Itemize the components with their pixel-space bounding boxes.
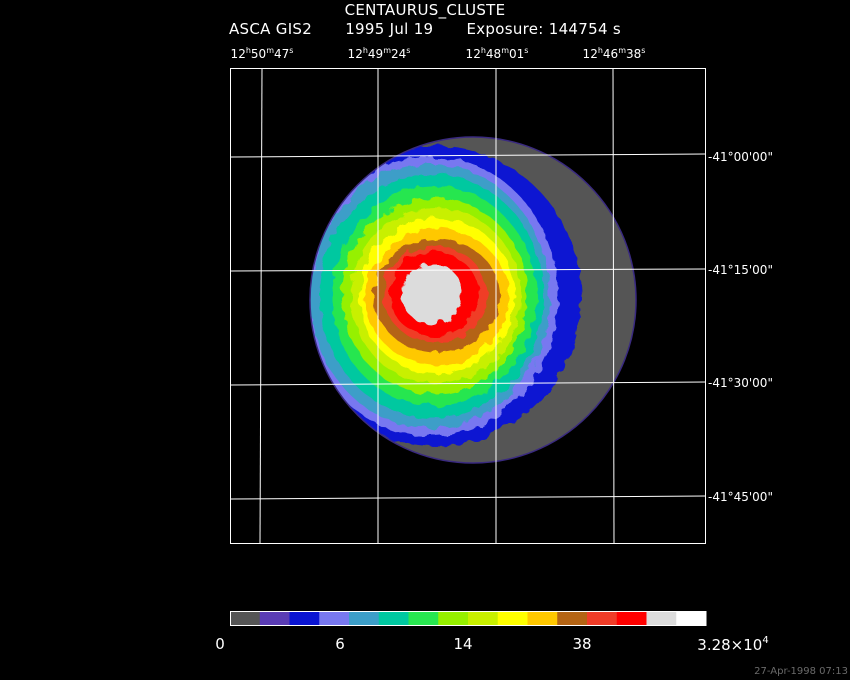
coordinate-grid — [230, 68, 706, 544]
ra-tick-label: 12h48m01s — [465, 46, 529, 61]
colorbar-cell — [319, 611, 350, 626]
colorbar-label: 6 — [335, 635, 345, 653]
date-label: 1995 Jul 19 — [345, 20, 434, 38]
colorbar-cell — [230, 611, 261, 626]
colorbar-cell — [527, 611, 558, 626]
observation-info: ASCA GIS2 1995 Jul 19 Exposure: 144754 s — [0, 20, 850, 38]
ra-tick-label: 12h50m47s — [230, 46, 294, 61]
image-border — [230, 68, 706, 544]
timestamp: 27-Apr-1998 07:13 — [754, 666, 848, 677]
exposure-label: Exposure: 144754 s — [466, 20, 621, 38]
colorbar-cell — [438, 611, 469, 626]
dec-tick-label: -41°15'00" — [708, 263, 773, 277]
ra-tick-label: 12h46m38s — [582, 46, 646, 61]
colorbar-cell — [468, 611, 499, 626]
colorbar-cell — [676, 611, 707, 626]
colorbar-max-label: 3.28×104 — [697, 635, 769, 654]
colorbar-cell — [349, 611, 380, 626]
colorbar-cell — [497, 611, 528, 626]
colorbar-cell — [587, 611, 618, 626]
colorbar-cell — [616, 611, 647, 626]
dec-tick-label: -41°00'00" — [708, 150, 773, 164]
colorbar-label: 38 — [572, 635, 592, 653]
dec-tick-label: -41°30'00" — [708, 376, 773, 390]
colorbar-cell — [557, 611, 588, 626]
colorbar-cell — [289, 611, 320, 626]
ra-tick-label: 12h49m24s — [347, 46, 411, 61]
colorbar-cell — [378, 611, 409, 626]
colorbar-label: 14 — [453, 635, 473, 653]
colorbar-cell — [646, 611, 677, 626]
cluster-image — [230, 68, 706, 544]
colorbar — [230, 611, 707, 626]
instrument-label: ASCA GIS2 — [229, 20, 313, 38]
dec-tick-label: -41°45'00" — [708, 490, 773, 504]
colorbar-label: 0 — [215, 635, 225, 653]
colorbar-cell — [259, 611, 290, 626]
object-title: CENTAURUS_CLUSTE — [344, 1, 506, 19]
colorbar-cell — [408, 611, 439, 626]
